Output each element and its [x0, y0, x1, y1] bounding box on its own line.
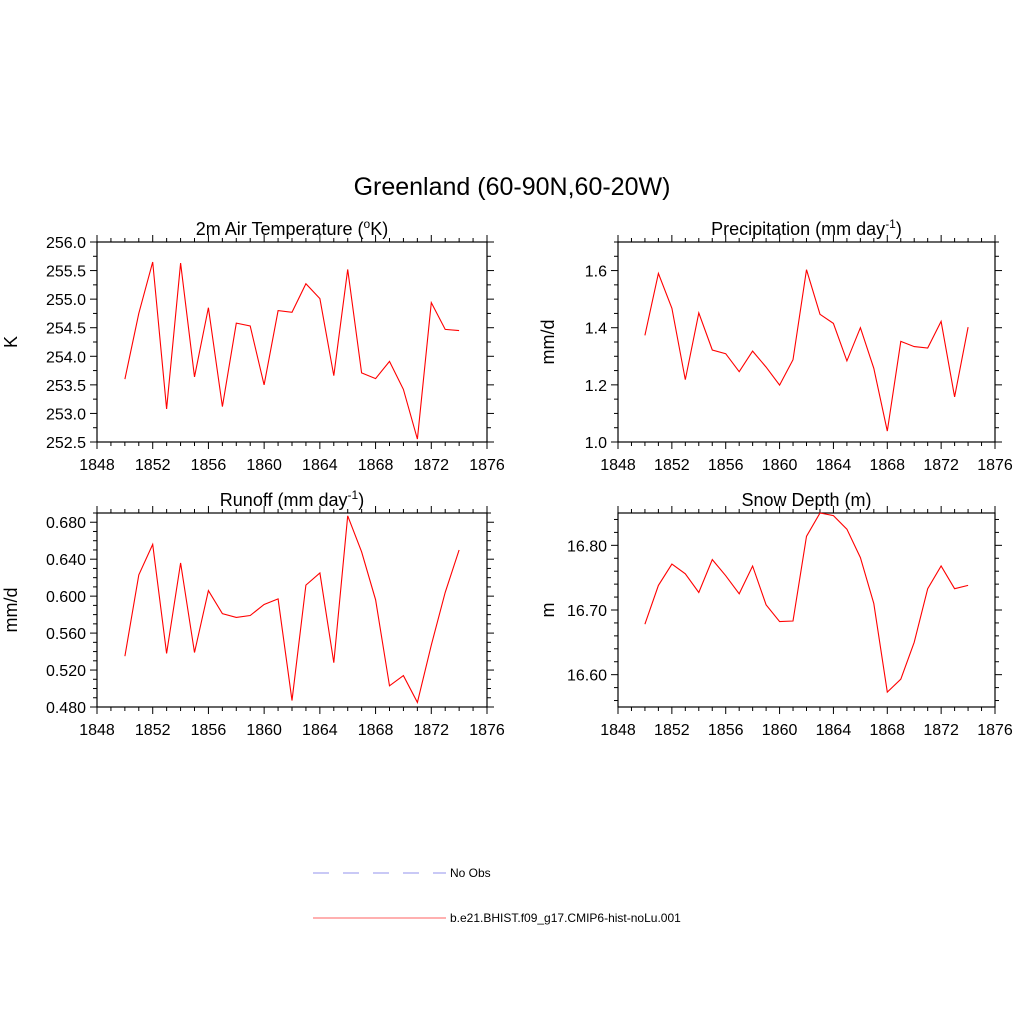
x-tick-label: 1852 [135, 457, 171, 474]
y-tick-label: 0.520 [46, 663, 86, 680]
x-tick-label: 1856 [191, 457, 227, 474]
x-tick-label: 1876 [469, 457, 505, 474]
y-tick-label: 16.80 [567, 538, 607, 555]
y-tick-label: 255.5 [46, 264, 86, 281]
x-tick-label: 1860 [246, 722, 282, 739]
x-tick-label: 1856 [708, 722, 744, 739]
plot-frame [617, 512, 996, 708]
y-axis-label: mm/d [1, 588, 21, 633]
legend: No Obs b.e21.BHIST.f09_g17.CMIP6-hist-no… [313, 866, 681, 925]
x-tick-label: 1876 [977, 722, 1013, 739]
x-tick-label: 1864 [816, 457, 852, 474]
chart-panel-runoff: 1848 1852 1856 1860 1864 1868 1872 1876 0.480 0.5… [1, 488, 505, 739]
x-tick-label: 1848 [600, 722, 636, 739]
x-tick-label: 1872 [923, 722, 959, 739]
y-tick-label: 0.480 [46, 700, 86, 717]
panel-title: Snow Depth (m) [741, 490, 871, 510]
panel-title: Runoff (mm day-1) [220, 488, 364, 510]
y-tick-label: 1.4 [585, 321, 607, 338]
y-tick-label: 252.5 [46, 435, 86, 452]
x-tick-label: 1860 [246, 457, 282, 474]
legend-label-model: b.e21.BHIST.f09_g17.CMIP6-hist-noLu.001 [450, 911, 681, 925]
y-axis-label: m [538, 603, 558, 618]
chart-panel-temperature: 1848 1852 1856 1860 1864 1868 1872 1876 252.5 253… [1, 217, 505, 474]
x-tick-label: 1872 [923, 457, 959, 474]
plot-frame [96, 241, 488, 443]
plot-frame [96, 512, 488, 708]
x-tick-label: 1860 [762, 722, 798, 739]
series-line-runoff [124, 515, 460, 704]
x-tick-label: 1852 [135, 722, 171, 739]
x-tick-label: 1868 [869, 722, 905, 739]
y-tick-label: 0.560 [46, 626, 86, 643]
x-tick-label: 1848 [600, 457, 636, 474]
y-tick-label: 0.680 [46, 515, 86, 532]
x-tick-label: 1856 [708, 457, 744, 474]
y-tick-label: 0.640 [46, 552, 86, 569]
x-tick-label: 1876 [469, 722, 505, 739]
x-tick-label: 1872 [413, 722, 449, 739]
x-tick-label: 1852 [654, 457, 690, 474]
x-tick-label: 1864 [816, 722, 852, 739]
x-tick-label: 1864 [302, 722, 338, 739]
x-tick-label: 1856 [191, 722, 227, 739]
x-tick-label: 1876 [977, 457, 1013, 474]
y-tick-label: 16.60 [567, 668, 607, 685]
x-tick-label: 1864 [302, 457, 338, 474]
y-tick-label: 1.2 [585, 378, 607, 395]
x-tick-label: 1868 [358, 457, 394, 474]
chart-panel-snow-depth: 1848 1852 1856 1860 1864 1868 1872 1876 16.60 16.… [538, 490, 1013, 739]
y-tick-label: 256.0 [46, 235, 86, 252]
y-tick-label: 253.0 [46, 406, 86, 423]
legend-label-no-obs: No Obs [450, 866, 491, 880]
y-tick-label: 1.0 [585, 435, 607, 452]
x-tick-label: 1860 [762, 457, 798, 474]
y-axis-label: K [1, 336, 21, 348]
y-tick-label: 16.70 [567, 603, 607, 620]
y-tick-label: 254.0 [46, 349, 86, 366]
panel-title: Precipitation (mm day-1) [711, 217, 902, 239]
x-tick-label: 1868 [869, 457, 905, 474]
x-tick-label: 1868 [358, 722, 394, 739]
x-tick-label: 1848 [79, 457, 115, 474]
y-tick-label: 255.0 [46, 292, 86, 309]
panel-title: 2m Air Temperature (oK) [196, 217, 388, 239]
x-tick-label: 1848 [79, 722, 115, 739]
series-line-snow-depth [644, 512, 969, 694]
y-tick-label: 253.5 [46, 378, 86, 395]
figure-title: Greenland (60-90N,60-20W) [354, 173, 671, 201]
y-axis-label: mm/d [538, 320, 558, 365]
y-tick-label: 1.6 [585, 264, 607, 281]
chart-panel-precipitation: 1848 1852 1856 1860 1864 1868 1872 1876 1.0 1.2 1.… [538, 217, 1013, 474]
x-tick-label: 1852 [654, 722, 690, 739]
series-line-precipitation [644, 269, 969, 432]
y-tick-label: 254.5 [46, 321, 86, 338]
series-line-temperature [124, 261, 460, 440]
y-tick-label: 0.600 [46, 589, 86, 606]
x-tick-label: 1872 [413, 457, 449, 474]
